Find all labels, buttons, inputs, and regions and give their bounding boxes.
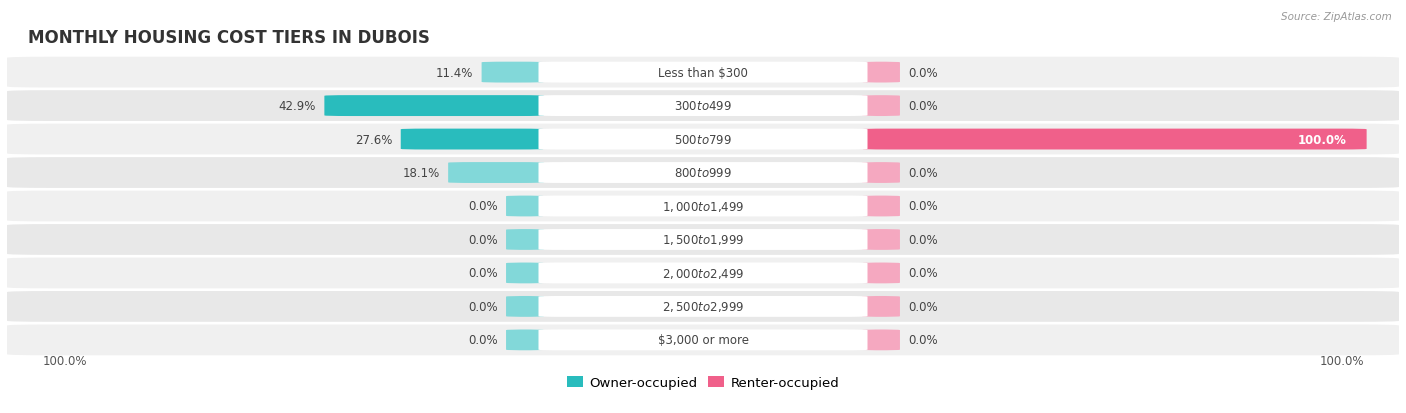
Text: $500 to $799: $500 to $799 bbox=[673, 133, 733, 146]
Legend: Owner-occupied, Renter-occupied: Owner-occupied, Renter-occupied bbox=[561, 371, 845, 394]
FancyBboxPatch shape bbox=[538, 96, 868, 117]
FancyBboxPatch shape bbox=[449, 163, 544, 183]
FancyBboxPatch shape bbox=[7, 325, 1399, 356]
Text: Less than $300: Less than $300 bbox=[658, 66, 748, 79]
Text: 0.0%: 0.0% bbox=[908, 66, 938, 79]
FancyBboxPatch shape bbox=[862, 330, 900, 351]
FancyBboxPatch shape bbox=[401, 129, 544, 150]
Text: 0.0%: 0.0% bbox=[468, 233, 498, 247]
Text: 11.4%: 11.4% bbox=[436, 66, 474, 79]
FancyBboxPatch shape bbox=[862, 96, 900, 117]
Text: $3,000 or more: $3,000 or more bbox=[658, 334, 748, 347]
Text: 18.1%: 18.1% bbox=[402, 166, 440, 180]
FancyBboxPatch shape bbox=[862, 230, 900, 250]
FancyBboxPatch shape bbox=[862, 196, 900, 217]
FancyBboxPatch shape bbox=[506, 296, 544, 317]
Text: 0.0%: 0.0% bbox=[908, 200, 938, 213]
Text: 27.6%: 27.6% bbox=[354, 133, 392, 146]
Text: $2,000 to $2,499: $2,000 to $2,499 bbox=[662, 266, 744, 280]
Text: 0.0%: 0.0% bbox=[908, 334, 938, 347]
FancyBboxPatch shape bbox=[862, 296, 900, 317]
FancyBboxPatch shape bbox=[538, 62, 868, 83]
FancyBboxPatch shape bbox=[7, 158, 1399, 188]
FancyBboxPatch shape bbox=[506, 330, 544, 351]
Text: 0.0%: 0.0% bbox=[908, 166, 938, 180]
Text: 100.0%: 100.0% bbox=[1319, 354, 1364, 367]
Text: 0.0%: 0.0% bbox=[468, 334, 498, 347]
Text: Source: ZipAtlas.com: Source: ZipAtlas.com bbox=[1281, 12, 1392, 22]
FancyBboxPatch shape bbox=[7, 258, 1399, 289]
FancyBboxPatch shape bbox=[7, 57, 1399, 88]
FancyBboxPatch shape bbox=[7, 225, 1399, 255]
FancyBboxPatch shape bbox=[538, 129, 868, 150]
Text: $2,500 to $2,999: $2,500 to $2,999 bbox=[662, 300, 744, 313]
Text: $300 to $499: $300 to $499 bbox=[673, 100, 733, 113]
FancyBboxPatch shape bbox=[862, 62, 900, 83]
FancyBboxPatch shape bbox=[862, 129, 1367, 150]
FancyBboxPatch shape bbox=[506, 263, 544, 284]
FancyBboxPatch shape bbox=[538, 296, 868, 317]
Text: 0.0%: 0.0% bbox=[468, 267, 498, 280]
Text: 0.0%: 0.0% bbox=[908, 100, 938, 113]
FancyBboxPatch shape bbox=[506, 230, 544, 250]
FancyBboxPatch shape bbox=[7, 124, 1399, 155]
FancyBboxPatch shape bbox=[482, 62, 544, 83]
Text: $1,500 to $1,999: $1,500 to $1,999 bbox=[662, 233, 744, 247]
Text: 0.0%: 0.0% bbox=[908, 233, 938, 247]
Text: 100.0%: 100.0% bbox=[42, 354, 87, 367]
Text: 0.0%: 0.0% bbox=[908, 267, 938, 280]
FancyBboxPatch shape bbox=[862, 163, 900, 183]
Text: 100.0%: 100.0% bbox=[1298, 133, 1347, 146]
Text: 42.9%: 42.9% bbox=[278, 100, 316, 113]
Text: $800 to $999: $800 to $999 bbox=[673, 166, 733, 180]
FancyBboxPatch shape bbox=[7, 291, 1399, 322]
FancyBboxPatch shape bbox=[538, 163, 868, 183]
FancyBboxPatch shape bbox=[506, 196, 544, 217]
Text: 0.0%: 0.0% bbox=[468, 200, 498, 213]
FancyBboxPatch shape bbox=[538, 230, 868, 250]
Text: 0.0%: 0.0% bbox=[908, 300, 938, 313]
FancyBboxPatch shape bbox=[7, 91, 1399, 122]
FancyBboxPatch shape bbox=[538, 330, 868, 351]
FancyBboxPatch shape bbox=[538, 263, 868, 284]
FancyBboxPatch shape bbox=[862, 263, 900, 284]
FancyBboxPatch shape bbox=[538, 196, 868, 217]
Text: MONTHLY HOUSING COST TIERS IN DUBOIS: MONTHLY HOUSING COST TIERS IN DUBOIS bbox=[28, 29, 430, 47]
Text: $1,000 to $1,499: $1,000 to $1,499 bbox=[662, 199, 744, 214]
FancyBboxPatch shape bbox=[325, 96, 544, 117]
Text: 0.0%: 0.0% bbox=[468, 300, 498, 313]
FancyBboxPatch shape bbox=[7, 191, 1399, 222]
